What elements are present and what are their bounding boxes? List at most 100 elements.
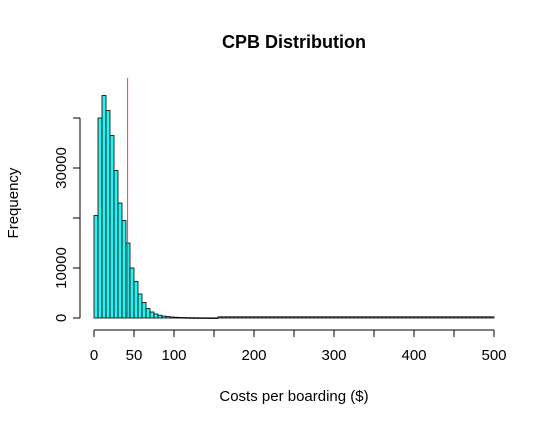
histogram-bar xyxy=(325,316,331,319)
y-tick-label: 0 xyxy=(53,314,70,322)
histogram-tail xyxy=(217,316,495,319)
histogram-bar xyxy=(177,317,183,319)
histogram-bar xyxy=(273,316,279,319)
histogram-bar xyxy=(449,316,455,319)
histogram-bar xyxy=(97,117,103,319)
histogram-bar xyxy=(265,316,271,319)
histogram-bar xyxy=(453,316,459,319)
histogram-bar xyxy=(137,293,143,319)
histogram-bar xyxy=(165,316,171,319)
histogram-bar xyxy=(153,313,159,319)
x-axis-label: Costs per boarding ($) xyxy=(219,388,368,405)
histogram-bar xyxy=(305,316,311,319)
histogram-bar xyxy=(385,316,391,319)
histogram-bar xyxy=(201,317,207,319)
histogram-bar xyxy=(357,316,363,319)
histogram-bar xyxy=(93,215,99,319)
histogram-bar xyxy=(433,316,439,319)
histogram-bar xyxy=(157,314,163,319)
histogram-bar xyxy=(161,315,167,319)
histogram-bar xyxy=(185,317,191,319)
histogram-bar xyxy=(377,316,383,319)
histogram-bar xyxy=(349,316,355,319)
histogram-bar xyxy=(253,316,259,319)
histogram-bar xyxy=(285,316,291,319)
histogram-bar xyxy=(145,308,151,319)
histogram-bar xyxy=(341,316,347,319)
histogram-bar xyxy=(337,316,343,319)
histogram-bar xyxy=(469,316,475,319)
histogram-bar xyxy=(133,281,139,319)
histogram-bar xyxy=(113,170,119,319)
histogram-bar xyxy=(249,316,255,319)
histogram-bar xyxy=(321,316,327,319)
histogram-bar xyxy=(361,316,367,319)
histogram-bar xyxy=(481,316,487,319)
histogram-bar xyxy=(393,316,399,319)
histogram-bar xyxy=(289,316,295,319)
histogram-bar xyxy=(421,316,427,319)
histogram-bar xyxy=(297,316,303,319)
histogram-bar xyxy=(473,316,479,319)
histogram-bars xyxy=(93,95,219,319)
histogram-bar xyxy=(401,316,407,319)
histogram-bar xyxy=(397,316,403,319)
histogram-bar xyxy=(405,316,411,319)
histogram-bar xyxy=(181,317,187,319)
x-tick-label: 100 xyxy=(161,347,186,364)
histogram-bar xyxy=(461,316,467,319)
histogram-bar xyxy=(373,316,379,319)
histogram-bar xyxy=(269,316,275,319)
histogram-bar xyxy=(477,316,483,319)
histogram-bar xyxy=(445,316,451,319)
histogram-bar xyxy=(193,317,199,319)
histogram-bar xyxy=(437,316,443,319)
histogram-bar xyxy=(129,267,135,319)
histogram-bar xyxy=(189,317,195,319)
histogram-bar xyxy=(293,316,299,319)
histogram-bar xyxy=(277,316,283,319)
y-tick-label: 10000 xyxy=(53,247,70,289)
histogram-bar xyxy=(217,316,223,319)
histogram-bar xyxy=(281,316,287,319)
x-tick-label: 50 xyxy=(126,347,143,364)
histogram-bar xyxy=(381,316,387,319)
histogram-bar xyxy=(353,316,359,319)
histogram-bar xyxy=(209,317,215,319)
histogram-bar xyxy=(149,311,155,319)
x-tick-label: 400 xyxy=(401,347,426,364)
histogram-bar xyxy=(245,316,251,319)
histogram-bar xyxy=(485,316,491,319)
histogram-bar xyxy=(417,316,423,319)
x-tick-label: 500 xyxy=(481,347,506,364)
x-tick-label: 0 xyxy=(90,347,98,364)
histogram-bar xyxy=(329,316,335,319)
histogram-bar xyxy=(257,316,263,319)
histogram-bar xyxy=(221,316,227,319)
histogram-bar xyxy=(313,316,319,319)
y-axis: 0 10000 30000 xyxy=(53,117,81,322)
x-axis: 0 50 100 200 300 400 500 xyxy=(90,329,507,364)
histogram-bar xyxy=(101,95,107,319)
y-tick-label: 30000 xyxy=(53,147,70,189)
histogram-bar xyxy=(333,316,339,319)
y-axis-label: Frequency xyxy=(5,167,22,238)
histogram-bar xyxy=(105,110,111,319)
x-tick-label: 300 xyxy=(321,347,346,364)
histogram-bar xyxy=(457,316,463,319)
histogram-bar xyxy=(389,316,395,319)
histogram-bar xyxy=(409,316,415,319)
histogram-bar xyxy=(301,316,307,319)
histogram-bar xyxy=(241,316,247,319)
histogram-bar xyxy=(213,317,219,319)
chart-title: CPB Distribution xyxy=(222,32,366,52)
histogram-bar xyxy=(197,317,203,319)
histogram-bar xyxy=(345,316,351,319)
histogram-bar xyxy=(309,316,315,319)
histogram-bar xyxy=(141,302,147,319)
histogram-bar xyxy=(465,316,471,319)
histogram-bar xyxy=(121,220,127,319)
histogram-bar xyxy=(413,316,419,319)
histogram-bar xyxy=(369,316,375,319)
